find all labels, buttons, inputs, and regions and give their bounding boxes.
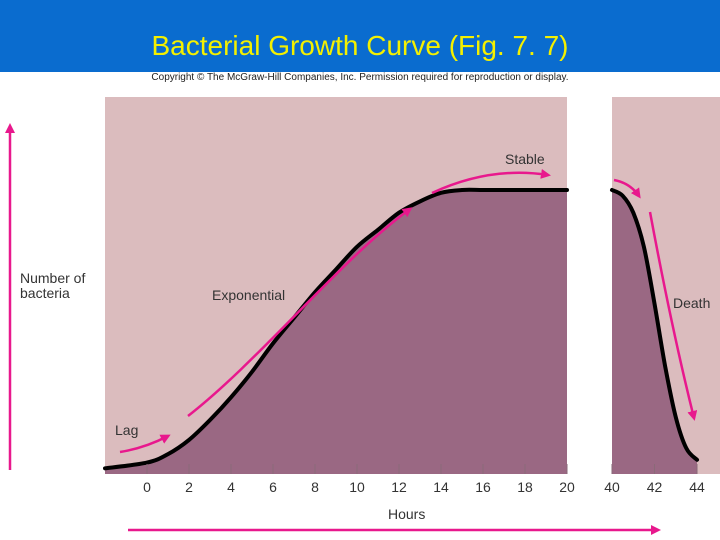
y-axis-label-line2: bacteria <box>20 285 70 301</box>
x-tick-label-16: 16 <box>475 479 491 495</box>
x-tick-label-12: 12 <box>391 479 407 495</box>
x-tick-label-20: 20 <box>559 479 575 495</box>
x-tick-label-42: 42 <box>647 479 663 495</box>
stable-phase-arrow <box>431 168 551 195</box>
x-tick-label-14: 14 <box>433 479 449 495</box>
y-axis-label-line1: Number of <box>20 270 85 286</box>
x-axis-label: Hours <box>388 506 425 522</box>
phase-label-lag: Lag <box>115 422 138 438</box>
x-tick-label-6: 6 <box>269 479 277 495</box>
phase-label-exponential: Exponential <box>212 287 285 303</box>
x-tick-label-2: 2 <box>185 479 193 495</box>
x-tick-label-8: 8 <box>311 479 319 495</box>
x-tick-label-10: 10 <box>349 479 365 495</box>
copyright-notice: Copyright © The McGraw-Hill Companies, I… <box>151 72 569 83</box>
area-fill-death <box>612 190 697 474</box>
lag-phase-arrow <box>119 434 171 454</box>
death-phase-arrow <box>648 211 698 421</box>
phase-label-death: Death <box>673 295 710 311</box>
x-tick-label-0: 0 <box>143 479 151 495</box>
area-fill-growth <box>105 189 567 474</box>
x-tick-label-4: 4 <box>227 479 235 495</box>
x-axis-tick-labels: 0 2 4 6 8 10 12 14 16 18 20 40 42 44 <box>143 479 705 495</box>
phase-label-stable: Stable <box>505 151 545 167</box>
title-bar <box>0 0 720 72</box>
x-tick-label-40: 40 <box>604 479 620 495</box>
death-curve-line <box>610 188 699 462</box>
x-tick-label-44: 44 <box>689 479 705 495</box>
page-title: Bacterial Growth Curve (Fig. 7. 7) <box>151 30 569 61</box>
death-entry-arrow <box>613 178 641 199</box>
x-axis-ticks <box>146 464 698 474</box>
x-tick-label-18: 18 <box>517 479 533 495</box>
growth-curve-line <box>103 187 569 471</box>
exponential-phase-arrow <box>187 207 413 417</box>
